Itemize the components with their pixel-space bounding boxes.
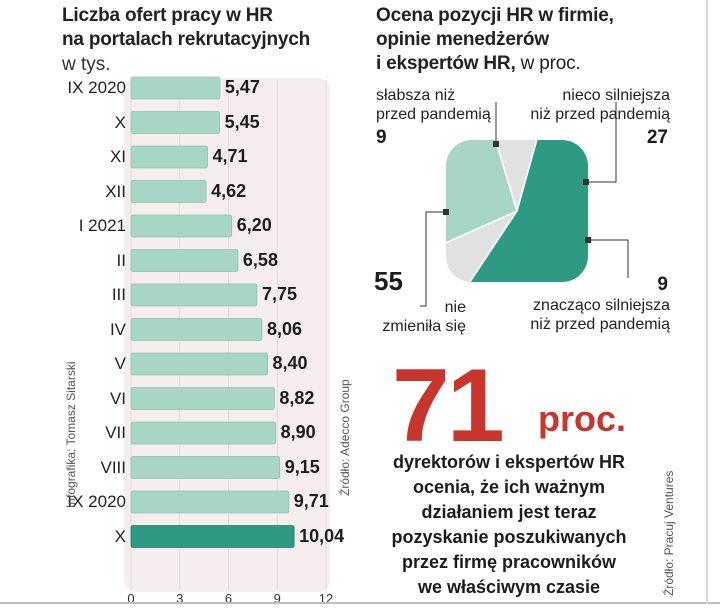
bar <box>130 352 268 376</box>
bar <box>130 525 295 548</box>
leader-weaker-marker <box>493 141 499 147</box>
value-label: 7,75 <box>261 284 297 304</box>
bottom-divider <box>0 602 720 604</box>
pie-label-unchanged-line-1: nie <box>444 299 466 316</box>
bar <box>130 318 263 341</box>
category-label: VI <box>109 388 126 408</box>
bar <box>130 490 290 514</box>
value-label: 8,06 <box>266 318 303 339</box>
highlight-text-line-1: dyrektorów i ekspertów HR <box>392 452 626 472</box>
bar <box>130 249 239 272</box>
leader-somewhat-stronger-marker <box>583 179 589 185</box>
pie-label-much-stronger-line-1: znacząco silniejsza <box>533 297 670 314</box>
pie-chart-title-line-2: opinie menedżerów <box>376 29 549 50</box>
pie-chart <box>420 102 629 307</box>
category-label: XII <box>105 181 126 201</box>
pie-value-weaker: 9 <box>376 127 387 148</box>
bar <box>130 214 233 238</box>
credit-source-right: Źródło: Pracuj Ventures <box>662 470 676 596</box>
bar <box>130 180 207 203</box>
value-label: 10,04 <box>299 525 345 546</box>
bar <box>130 456 281 479</box>
highlight-text-line-4: pozyskanie poszukiwanych <box>391 527 627 547</box>
value-label: 6,20 <box>236 215 272 235</box>
category-label: IX 2020 <box>67 492 126 511</box>
pie-label-much-stronger-line-2: niż przed pandemią <box>530 316 670 333</box>
x-tick-label: 3 <box>176 591 184 606</box>
category-label: I 2021 <box>78 216 126 235</box>
bar <box>130 421 277 445</box>
pie-label-somewhat-stronger-line-2: niż przed pandemią <box>530 106 670 123</box>
category-label: IV <box>109 319 126 339</box>
pie-value-somewhat-stronger: 27 <box>646 127 668 148</box>
leader-unchanged <box>420 211 446 307</box>
highlight-text-line-6: we właściwym czasie <box>417 577 601 597</box>
leader-unchanged-marker <box>443 209 449 215</box>
highlight-number: 71 <box>392 348 505 464</box>
pie-chart-title-line-1: Ocena pozycji HR w firmie, <box>376 5 614 26</box>
category-label: VII <box>105 423 126 442</box>
x-tick-label: 6 <box>224 591 233 606</box>
category-label: XI <box>109 147 126 166</box>
bar <box>130 145 208 169</box>
x-tick-label: 0 <box>127 591 135 606</box>
credit-source-left: Źródło: Adecco Group <box>338 379 352 496</box>
pie-label-weaker-line-1: słabsza niż <box>376 87 456 104</box>
value-label: 5,47 <box>224 77 260 97</box>
value-label: 4,71 <box>212 146 248 166</box>
value-label: 4,62 <box>211 180 247 201</box>
value-label: 8,82 <box>279 387 315 408</box>
category-label: X <box>114 526 126 546</box>
bar-chart-title-line-2: na portalach rekrutacyjnych <box>62 29 311 50</box>
value-label: 5,45 <box>224 111 260 132</box>
category-label: X <box>114 112 126 132</box>
pie-value-much-stronger: 9 <box>657 274 668 295</box>
category-label: V <box>114 354 126 373</box>
highlight-text-line-3: działaniem jest teraz <box>421 502 597 522</box>
leader-somewhat-stronger <box>586 102 617 183</box>
leader-much-stronger <box>588 239 629 278</box>
value-label: 8,40 <box>272 353 308 373</box>
highlight-unit: proc. <box>538 398 627 439</box>
pie-slice-unchanged <box>446 140 588 282</box>
pie-chart-title-line-3-rest: w proc. <box>515 53 581 74</box>
value-label: 9,71 <box>293 491 329 511</box>
category-label: IX 2020 <box>67 78 126 97</box>
pie-value-unchanged: 55 <box>374 266 403 296</box>
bar <box>130 387 275 410</box>
x-tick-label: 9 <box>273 591 281 606</box>
pie-chart-title-line-3-bold: i ekspertów HR, <box>376 53 516 74</box>
bar <box>130 283 258 307</box>
value-label: 6,58 <box>242 249 278 270</box>
bar-chart-subtitle: w tys. <box>62 54 111 75</box>
credit-graphic: Infografika: Tomasz Sitarski <box>64 361 78 508</box>
highlight-text-line-2: ocenia, że ich ważnym <box>412 477 606 497</box>
category-label: II <box>116 250 126 270</box>
bar <box>130 111 220 134</box>
right-divider <box>706 0 708 604</box>
value-label: 9,15 <box>284 456 320 477</box>
pie-slice-somewhat-stronger <box>446 140 518 282</box>
bar <box>130 76 221 100</box>
value-label: 8,90 <box>280 422 316 442</box>
pie-label-somewhat-stronger-line-1: nieco silniejsza <box>562 87 670 104</box>
leader-much-stronger-marker <box>585 237 591 243</box>
pie-slice-weaker <box>446 209 520 282</box>
pie-label-unchanged-line-2: zmieniła się <box>382 318 466 335</box>
category-label: VIII <box>100 457 126 477</box>
highlight-text-line-5: przez firmę pracowników <box>401 552 617 572</box>
pie-label-weaker-line-2: przed pandemią <box>376 106 491 123</box>
bar-chart <box>124 76 330 592</box>
bar-chart-title-line-1: Liczba ofert pracy w HR <box>62 5 273 26</box>
category-label: III <box>111 285 126 304</box>
